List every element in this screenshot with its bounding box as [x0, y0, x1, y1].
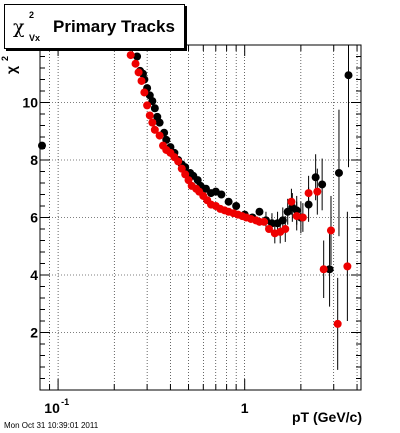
data-point — [126, 51, 135, 60]
data-point — [150, 125, 159, 134]
data-point — [319, 265, 328, 274]
y-axis-label-sup: 2 — [0, 56, 10, 61]
data-series — [38, 41, 353, 370]
y-tick-label: 8 — [30, 152, 38, 168]
data-point — [145, 111, 154, 120]
data-point — [292, 212, 301, 221]
data-point — [148, 118, 157, 127]
data-point — [334, 168, 343, 177]
series-1 — [126, 51, 352, 370]
x-tick-label: 1 — [241, 400, 249, 416]
y-tick-label: 4 — [30, 267, 38, 283]
data-point — [287, 197, 296, 206]
x-axis-label: pT (GeV/c) — [292, 409, 362, 425]
data-point — [304, 189, 313, 198]
y-axis-label-chi: χ — [3, 66, 19, 74]
data-point — [343, 262, 352, 271]
data-point — [333, 319, 342, 328]
data-point — [174, 157, 183, 166]
title-subscript: Vx — [29, 33, 41, 43]
y-tick-label: 2 — [30, 325, 38, 341]
x-tick-label: 10 — [44, 400, 60, 416]
y-tick-label: 6 — [30, 210, 38, 226]
data-point — [131, 59, 140, 68]
data-point — [150, 104, 159, 113]
y-axis-label: χ 2 — [0, 56, 19, 74]
grid-lines — [39, 45, 361, 390]
data-point — [344, 71, 353, 80]
data-point — [137, 76, 146, 85]
data-point — [143, 101, 152, 110]
data-point — [325, 265, 334, 274]
timestamp: Mon Oct 31 10:39:01 2011 — [4, 421, 99, 430]
data-point — [311, 173, 320, 182]
data-point — [133, 52, 142, 61]
data-point — [232, 202, 241, 210]
data-point — [224, 197, 233, 206]
data-point — [298, 213, 307, 222]
data-point — [265, 225, 274, 233]
data-point — [134, 68, 143, 77]
chart-title: Primary Tracks — [53, 17, 175, 36]
chart-title-box: χ 2 Vx Primary Tracks — [4, 4, 185, 49]
series-0 — [38, 41, 353, 307]
title-superscript: 2 — [29, 10, 35, 20]
title-chi-symbol: χ — [13, 16, 25, 38]
data-point — [217, 190, 226, 199]
data-point — [313, 187, 322, 196]
x-tick-label-exponent: -1 — [61, 397, 69, 407]
data-point — [177, 164, 186, 173]
data-point — [281, 225, 290, 233]
data-point — [260, 217, 269, 226]
data-point — [155, 118, 164, 127]
data-point — [326, 226, 335, 235]
data-point — [255, 207, 264, 216]
data-point — [155, 131, 164, 140]
data-point — [140, 88, 149, 97]
y-tick-label: 10 — [22, 95, 38, 111]
data-point — [318, 180, 327, 189]
